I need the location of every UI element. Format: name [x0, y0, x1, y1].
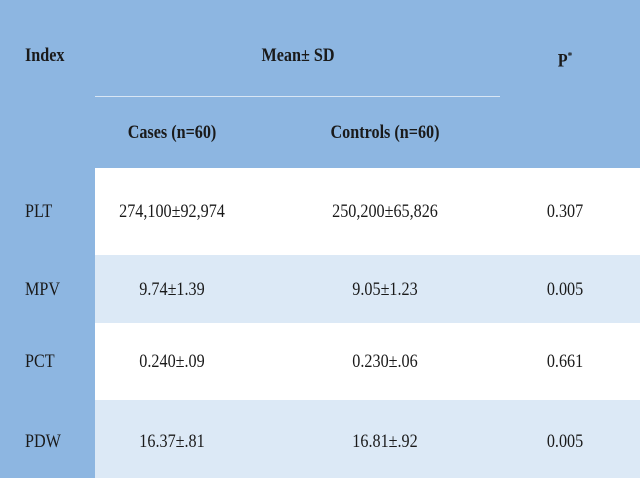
row-label: MPV [25, 279, 61, 300]
table-cell: 16.81±.92 [352, 431, 418, 452]
row-band [95, 255, 640, 323]
header-cell: Index [25, 45, 65, 66]
table-cell: 0.240±.09 [139, 351, 205, 372]
row-band [95, 400, 640, 478]
header-cell: Cases (n=60) [127, 122, 217, 143]
row-label: PDW [25, 431, 61, 452]
header-cell: P* [558, 44, 573, 73]
table-cell: 16.37±.81 [139, 431, 205, 452]
row-label: PCT [25, 351, 55, 372]
table-cell: 0.005 [546, 279, 584, 300]
header-cell: Controls (n=60) [330, 122, 440, 143]
header-background [0, 0, 640, 168]
table-cell: 0.230±.06 [352, 351, 418, 372]
index-column-background [0, 168, 95, 478]
table-cell: 0.661 [546, 351, 584, 372]
footnote-mark: * [567, 50, 573, 62]
table-cell: 250,200±65,826 [332, 201, 438, 222]
header-text: P [557, 50, 568, 72]
table-cell: 0.307 [546, 201, 584, 222]
table-cell: 9.74±1.39 [139, 279, 205, 300]
table-cell: 9.05±1.23 [352, 279, 418, 300]
table-cell: 274,100±92,974 [119, 201, 225, 222]
row-label: PLT [25, 201, 53, 222]
header-rule [95, 96, 500, 97]
table-cell: 0.005 [546, 431, 584, 452]
header-cell: Mean± SD [261, 45, 335, 66]
